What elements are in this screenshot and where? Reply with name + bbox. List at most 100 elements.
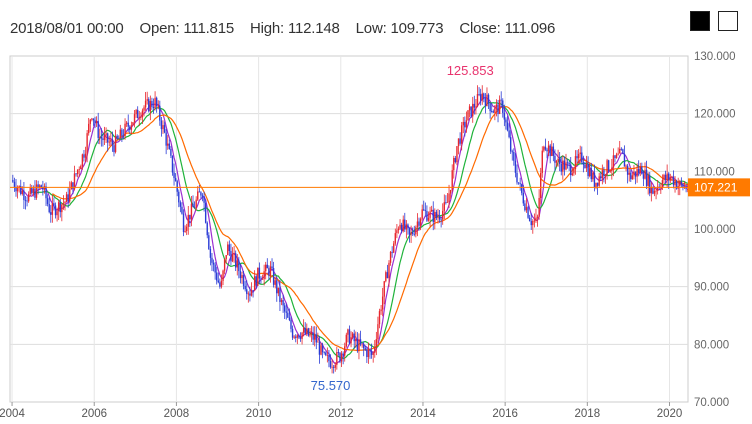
candle-body [546,149,548,152]
min-price-label: 75.570 [311,378,351,393]
candle-body [554,155,556,163]
candle-body [396,230,398,234]
candle-body [481,93,483,101]
candle-body [519,183,521,185]
candle-body [285,311,287,313]
candle-body [304,327,306,334]
candle-body [607,160,610,172]
candle-body [449,189,452,194]
candle-body [174,178,177,182]
candle-body [39,185,41,188]
candle-body [50,212,52,215]
candle-body [299,337,302,339]
candle-body [566,162,569,164]
candle-body [21,190,24,194]
candle-body [314,334,316,340]
candle-body [178,191,180,203]
candle-body [140,117,142,119]
candle-body [478,94,480,95]
candle-body [148,99,150,112]
candle-body [522,192,525,204]
y-tick-label: 90.000 [694,282,729,294]
candle-body [157,105,159,107]
candle-body [34,188,36,198]
candle-body [370,351,373,355]
candle-body [516,172,518,183]
candle-body [498,99,501,114]
candle-body [206,222,208,236]
candle-body [540,173,542,198]
candle-body [666,173,668,180]
candle-body [56,211,58,216]
open-value: 111.815 [183,20,234,37]
candle-body [351,333,354,338]
candle-body [125,122,128,124]
candle-body [543,146,545,151]
candle-body [547,145,550,152]
candle-body [167,143,169,146]
candle-body [326,354,329,356]
candle-body [144,100,147,108]
light-theme-button[interactable] [718,11,738,31]
candle-body [446,202,449,203]
candle-body [339,353,341,362]
candle-body [35,184,38,198]
candle-body [197,191,199,200]
candle-body [612,155,615,168]
ohlc-readout: 2018/08/01 00:00 Open: 111.815 High: 112… [10,20,555,37]
dark-theme-button[interactable] [690,11,710,31]
candle-body [40,185,42,188]
candle-body [247,293,250,295]
candle-body [525,207,528,211]
candle-body [593,172,596,188]
candle-body [619,148,621,154]
y-tick-label: 80.000 [694,339,729,351]
candle-body [378,311,381,325]
candle-body [663,174,665,181]
candle-body [418,221,420,226]
overlays: 107.221 125.853 75.570 [10,63,750,393]
candle-body [91,118,93,120]
candle-body [12,179,14,182]
candle-body [410,232,412,235]
candle-body [141,110,144,118]
candle-body [48,203,50,213]
candle-body [80,166,82,170]
candle-body [102,138,104,140]
x-tick-label: 2016 [492,408,518,420]
candle-body [130,125,133,130]
candle-body [408,228,411,235]
candle-body [16,187,19,192]
candle-body [383,281,385,297]
candle-body [118,138,120,140]
candle-body [283,305,286,312]
candle-body [653,190,656,194]
x-tick-label: 2004 [0,408,25,420]
candle-body [280,300,283,302]
candle-body [257,267,259,286]
candle-body [435,211,438,219]
candle-body [511,151,513,153]
candle-body [424,210,427,212]
candle-body [214,264,216,273]
candle-body [434,211,436,223]
candle-body [472,103,474,117]
candle-body [309,333,311,336]
candle-body [521,184,523,193]
candle-body [429,211,431,218]
candle-body [250,289,253,296]
candle-body [358,339,360,351]
candle-body [332,366,335,368]
candle-body [246,289,248,294]
candle-body [513,152,515,161]
candle-body [505,119,507,123]
candle-body [46,198,49,204]
candle-body [57,202,60,212]
candle-body [514,160,517,173]
candle-body [106,133,109,143]
y-tick-label: 120.000 [694,109,736,121]
candle-body [604,174,607,176]
candle-body [315,334,317,343]
candle-body [295,336,297,338]
